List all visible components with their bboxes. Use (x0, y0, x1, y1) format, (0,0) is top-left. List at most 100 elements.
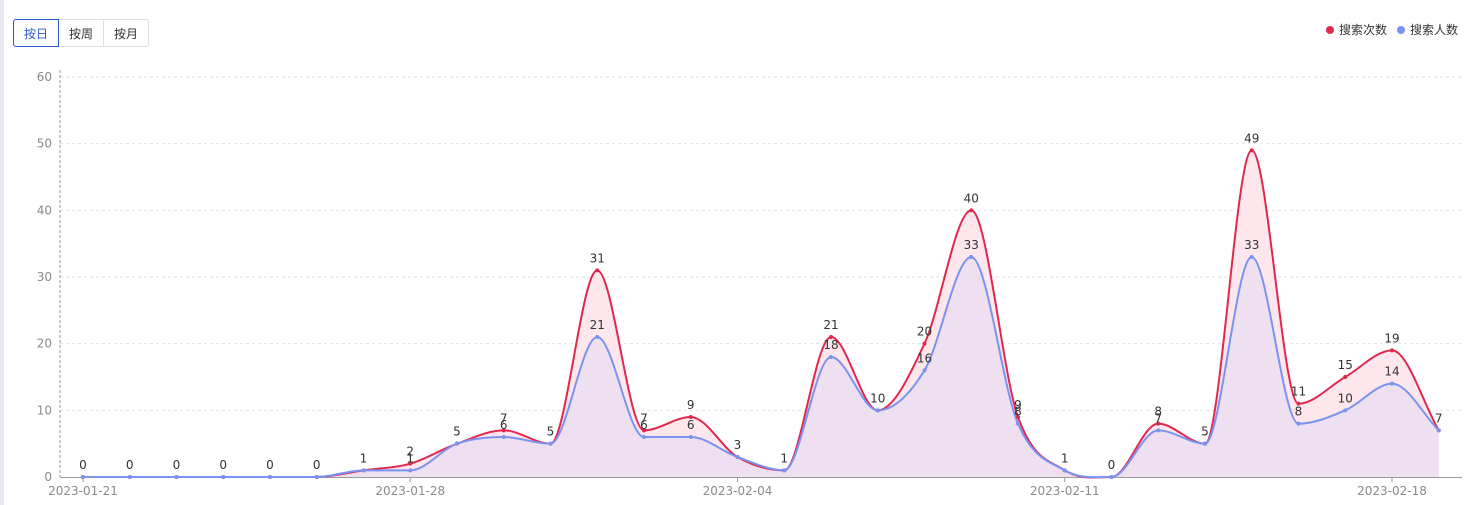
x-tick-label: 2023-01-21 (48, 484, 118, 498)
data-label-search-users: 8 (1014, 405, 1022, 419)
point-search-count (1156, 421, 1161, 426)
data-label-search-count: 21 (823, 318, 838, 332)
line-search-users (83, 255, 1440, 479)
point-search-count (1296, 401, 1301, 406)
point-search-users (782, 468, 787, 473)
data-label-search-users: 10 (1338, 391, 1353, 405)
point-search-users (829, 355, 833, 359)
data-label-search-count: 7 (1435, 411, 1443, 425)
data-label-search-count: 19 (1384, 331, 1399, 345)
point-search-count (1390, 348, 1394, 353)
data-label-search-count: 7 (500, 411, 508, 425)
area-search-users (83, 257, 1439, 478)
data-label-search-count: 20 (917, 325, 932, 339)
point-search-users (1109, 475, 1114, 479)
point-search-count (595, 268, 600, 273)
data-label-search-count: 15 (1338, 358, 1353, 372)
point-search-users (875, 408, 880, 413)
tab-by-month[interactable]: 按月 (103, 19, 150, 47)
point-search-users (1249, 255, 1254, 259)
point-search-users (548, 441, 553, 446)
data-label-search-count: 1 (1061, 451, 1069, 465)
point-search-count (969, 208, 974, 213)
data-label-search-users: 16 (917, 351, 932, 365)
data-label-search-count: 5 (453, 425, 461, 439)
point-search-users (969, 255, 974, 259)
data-label-search-count: 49 (1244, 131, 1259, 145)
data-label-search-count: 0 (79, 458, 87, 472)
data-label-search-count: 8 (1154, 405, 1162, 419)
legend-label-search-users: 搜索人数 (1409, 23, 1458, 37)
data-label-search-users: 18 (823, 338, 838, 352)
data-label-search-count: 0 (313, 458, 321, 472)
data-label-search-count: 1 (360, 451, 368, 465)
point-search-users (1436, 428, 1441, 433)
left-edge-bar (0, 0, 4, 505)
point-search-count (642, 428, 646, 433)
data-label-search-count: 1 (780, 451, 788, 465)
data-label-search-users: 1 (406, 451, 414, 465)
point-search-users (127, 475, 132, 479)
point-search-users (221, 475, 226, 479)
data-label-search-users: 7 (1154, 411, 1162, 425)
legend-label-search-count: 搜索次数 (1338, 23, 1387, 37)
data-label-search-count: 10 (870, 391, 885, 405)
data-label-search-count: 3 (734, 438, 742, 452)
data-label-search-count: 9 (687, 398, 695, 412)
data-label-search-users: 8 (1295, 405, 1303, 419)
point-search-users (922, 368, 927, 373)
point-search-users (642, 435, 646, 439)
point-search-users (1062, 468, 1067, 473)
data-label-search-users: 6 (640, 418, 648, 432)
point-search-users (314, 475, 319, 479)
legend-item-search-count[interactable]: 搜索次数 (1325, 21, 1387, 38)
y-tick-label: 20 (37, 337, 52, 351)
point-search-users (1343, 408, 1348, 413)
point-search-users (408, 468, 413, 473)
data-label-search-count: 11 (1291, 385, 1306, 399)
point-search-users (688, 435, 693, 439)
y-tick-label: 0 (44, 470, 52, 484)
point-search-users (1390, 381, 1394, 386)
tab-by-day[interactable]: 按日 (13, 19, 60, 47)
point-search-users (1296, 421, 1301, 426)
granularity-tabs: 按日 按周 按月 (13, 19, 150, 47)
data-label-search-users: 14 (1384, 365, 1399, 379)
data-label-search-count: 0 (266, 458, 274, 472)
y-tick-label: 10 (37, 403, 52, 417)
y-tick-label: 60 (37, 70, 52, 84)
data-label-search-count: 40 (964, 191, 979, 205)
data-label-search-users: 33 (964, 238, 979, 252)
data-label-search-count: 0 (219, 458, 227, 472)
point-search-users (735, 455, 740, 459)
legend-dot-search-users (1396, 25, 1405, 34)
data-label-search-count: 31 (590, 251, 605, 265)
point-search-users (455, 441, 459, 446)
y-tick-label: 30 (37, 270, 52, 284)
point-search-count (1249, 148, 1254, 153)
data-label-search-count: 9 (1014, 398, 1022, 412)
point-search-count (829, 335, 833, 339)
chart-legend: 搜索次数 搜索人数 (1316, 21, 1458, 38)
data-label-search-count: 5 (547, 425, 555, 439)
point-search-users (595, 335, 600, 339)
data-label-search-users: 21 (590, 318, 605, 332)
point-search-count (922, 341, 927, 346)
x-tick-label: 2023-02-11 (1030, 484, 1100, 498)
data-label-search-users: 6 (687, 418, 695, 432)
data-label-search-count: 5 (1201, 425, 1209, 439)
point-search-count (501, 428, 506, 433)
x-tick-label: 2023-02-18 (1357, 484, 1427, 498)
y-tick-label: 50 (37, 137, 52, 151)
point-search-users (1203, 441, 1207, 446)
point-search-users (1156, 428, 1161, 433)
legend-dot-search-count (1325, 25, 1334, 34)
point-search-users (501, 435, 506, 439)
data-label-search-users: 6 (500, 418, 508, 432)
point-search-users (1016, 421, 1020, 426)
data-label-search-count: 0 (126, 458, 134, 472)
legend-item-search-users[interactable]: 搜索人数 (1396, 21, 1458, 38)
point-search-count (1343, 375, 1348, 379)
point-search-users (81, 475, 85, 479)
